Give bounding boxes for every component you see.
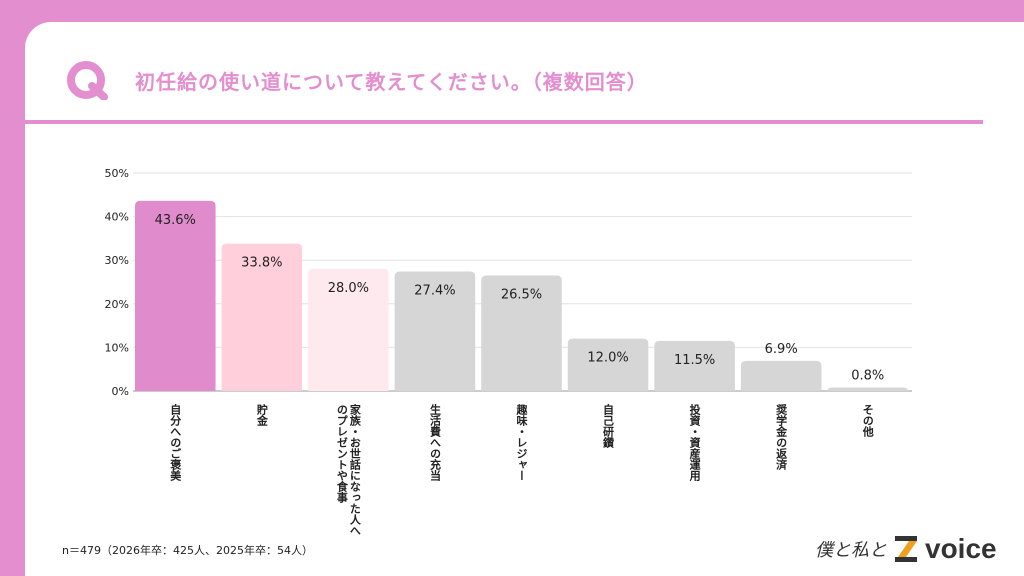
data-label: 12.0%	[587, 351, 628, 366]
data-label: 26.5%	[501, 287, 542, 302]
data-label: 0.8%	[851, 369, 884, 384]
bar	[740, 360, 822, 391]
logo-brand: voice	[925, 533, 997, 564]
q-icon	[67, 61, 108, 100]
bar	[827, 387, 908, 391]
data-label: 27.4%	[414, 284, 455, 299]
bar	[394, 271, 476, 391]
data-label: 43.6%	[155, 213, 196, 228]
sample-note: n＝479（2026年卒：425人、2025年卒：54人）	[62, 544, 313, 557]
bar	[567, 338, 649, 391]
x-tick-label: その他	[861, 404, 875, 437]
x-tick-label: 自己研鑽	[601, 404, 615, 448]
data-label: 28.0%	[328, 281, 369, 296]
bar	[135, 200, 216, 391]
data-label: 33.8%	[241, 256, 282, 271]
y-tick-label: 50%	[105, 167, 129, 180]
x-tick-label: 自分へのご褒美	[168, 404, 182, 481]
y-tick-label: 0%	[112, 385, 129, 398]
x-tick-label: 趣味・レジャー	[515, 404, 528, 481]
data-label: 6.9%	[765, 342, 798, 357]
title-divider	[25, 120, 983, 124]
x-tick-label: 生活費への充当	[428, 404, 442, 481]
z-logo-icon	[895, 536, 917, 562]
y-tick-label: 30%	[105, 254, 129, 267]
bar	[654, 340, 735, 391]
data-label: 11.5%	[674, 353, 715, 368]
y-tick-label: 40%	[105, 211, 129, 224]
y-tick-label: 20%	[105, 298, 129, 311]
bar	[308, 268, 389, 391]
x-tick-label: 投資・資産運用	[688, 404, 702, 481]
x-tick-label: 貯金	[255, 404, 269, 426]
x-tick-label: 奨学金の返済	[774, 404, 788, 470]
bar	[221, 243, 303, 391]
logo: 僕と私と voice	[815, 532, 997, 566]
bar	[481, 275, 562, 391]
y-tick-label: 10%	[105, 341, 129, 354]
logo-handwritten: 僕と私と	[815, 540, 887, 561]
x-tick-label: 家族・お世話になった人へのプレゼントや食事	[335, 404, 362, 536]
page-title: 初任給の使い道について教えてください。（複数回答）	[135, 70, 648, 94]
